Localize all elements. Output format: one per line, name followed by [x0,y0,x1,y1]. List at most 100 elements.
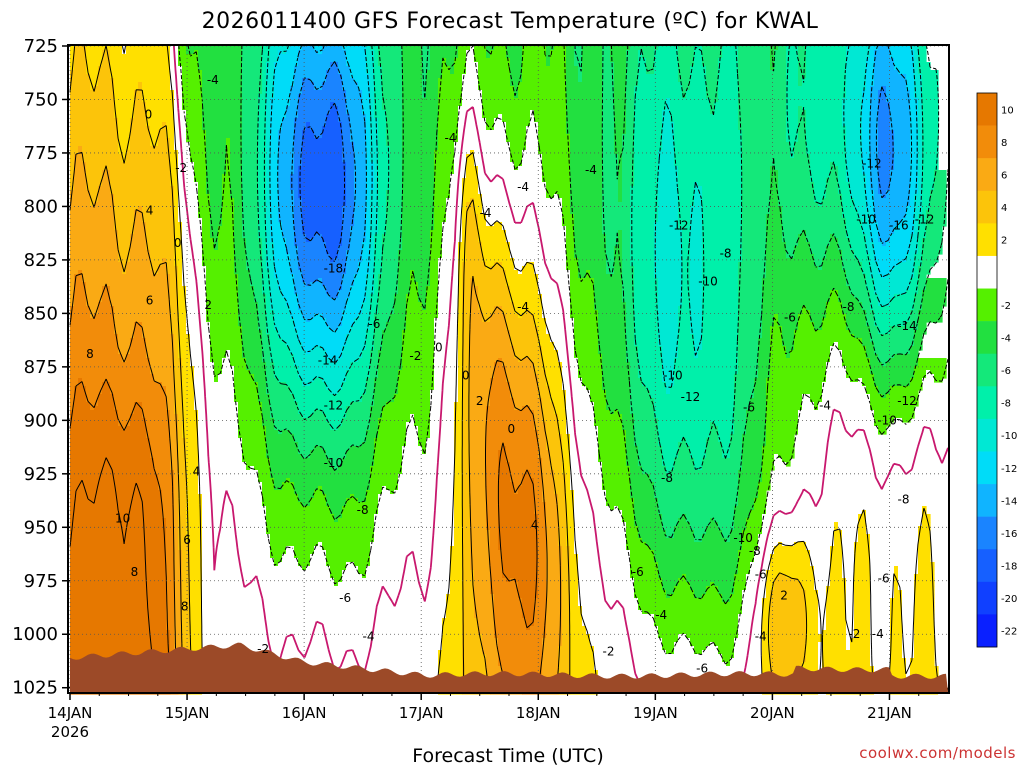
temperature-cell [742,142,791,147]
temperature-cell [70,162,75,167]
temperature-cell [262,342,271,347]
temperature-cell [242,218,259,223]
temperature-cell [594,306,627,311]
temperature-cell [378,182,391,187]
temperature-cell [210,334,243,339]
temperature-cell [330,390,339,395]
temperature-cell [846,158,863,163]
temperature-cell [486,422,535,427]
temperature-cell [446,214,463,219]
temperature-cell [666,382,675,387]
temperature-cell [382,242,403,247]
temperature-cell [298,250,327,255]
temperature-cell [918,290,923,295]
temperature-cell [598,450,627,455]
temperature-cell [254,286,263,291]
temperature-cell [790,146,795,151]
temperature-cell [798,430,879,435]
temperature-cell [626,354,639,359]
temperature-cell [678,214,691,219]
temperature-cell [366,130,371,135]
temperature-cell [370,422,379,427]
temperature-cell [382,106,403,111]
temperature-cell [630,474,651,479]
temperature-cell [298,106,331,111]
temperature-cell [394,298,407,303]
temperature-cell [870,266,879,271]
temperature-cell [254,298,267,303]
temperature-cell [314,378,323,383]
temperature-cell [910,382,923,387]
temperature-cell [690,254,703,259]
temperature-cell [870,326,879,331]
temperature-cell [870,142,879,147]
temperature-cell [226,146,231,151]
temperature-cell [270,294,283,299]
temperature-cell [402,90,423,95]
temperature-cell [470,314,483,319]
temperature-cell [806,110,843,115]
temperature-cell [458,382,463,387]
temperature-cell [782,226,847,231]
temperature-cell [874,62,895,67]
temperature-cell [458,262,463,267]
temperature-cell [626,130,635,135]
temperature-cell [602,166,619,171]
temperature-cell [178,174,195,179]
temperature-cell [346,298,367,303]
temperature-cell [598,434,627,439]
temperature-cell [354,274,367,279]
temperature-cell [182,66,199,71]
temperature-cell [98,302,111,307]
temperature-cell [874,282,911,287]
temperature-cell [270,158,279,163]
temperature-cell [738,66,771,71]
temperature-cell [486,222,495,227]
temperature-cell [490,54,507,59]
temperature-cell [634,318,659,323]
temperature-cell [622,238,631,243]
temperature-cell [878,298,891,303]
temperature-cell [690,330,703,335]
temperature-cell [702,206,743,211]
temperature-cell [470,398,491,403]
temperature-cell [866,74,875,79]
temperature-cell [134,218,143,223]
temperature-cell [250,370,267,375]
temperature-cell [266,142,271,147]
temperature-cell [242,190,259,195]
temperature-cell [206,130,243,135]
temperature-cell [362,350,371,355]
temperature-cell [482,314,491,319]
temperature-cell [866,234,871,239]
temperature-cell [382,262,399,267]
temperature-cell [634,158,659,163]
temperature-cell [550,390,567,395]
temperature-cell [646,70,655,75]
temperature-cell [362,310,371,315]
temperature-cell [134,334,143,339]
temperature-cell [702,330,739,335]
temperature-cell [846,94,863,99]
temperature-cell [102,50,111,55]
temperature-cell [866,314,875,319]
temperature-cell [742,254,767,259]
temperature-cell [370,114,375,119]
temperature-cell [370,146,379,151]
temperature-cell [470,430,487,435]
temperature-cell [778,314,799,319]
temperature-cell [370,106,375,111]
temperature-cell [890,182,911,187]
temperature-cell [238,274,251,279]
temperature-cell [658,190,679,195]
temperature-cell [338,254,347,259]
temperature-cell [542,306,571,311]
temperature-cell [222,222,235,227]
temperature-cell [234,254,247,259]
temperature-cell [682,438,687,443]
temperature-cell [174,190,179,195]
temperature-cell [654,50,679,55]
temperature-cell [294,226,303,231]
temperature-cell [850,246,867,251]
temperature-cell [918,174,923,179]
